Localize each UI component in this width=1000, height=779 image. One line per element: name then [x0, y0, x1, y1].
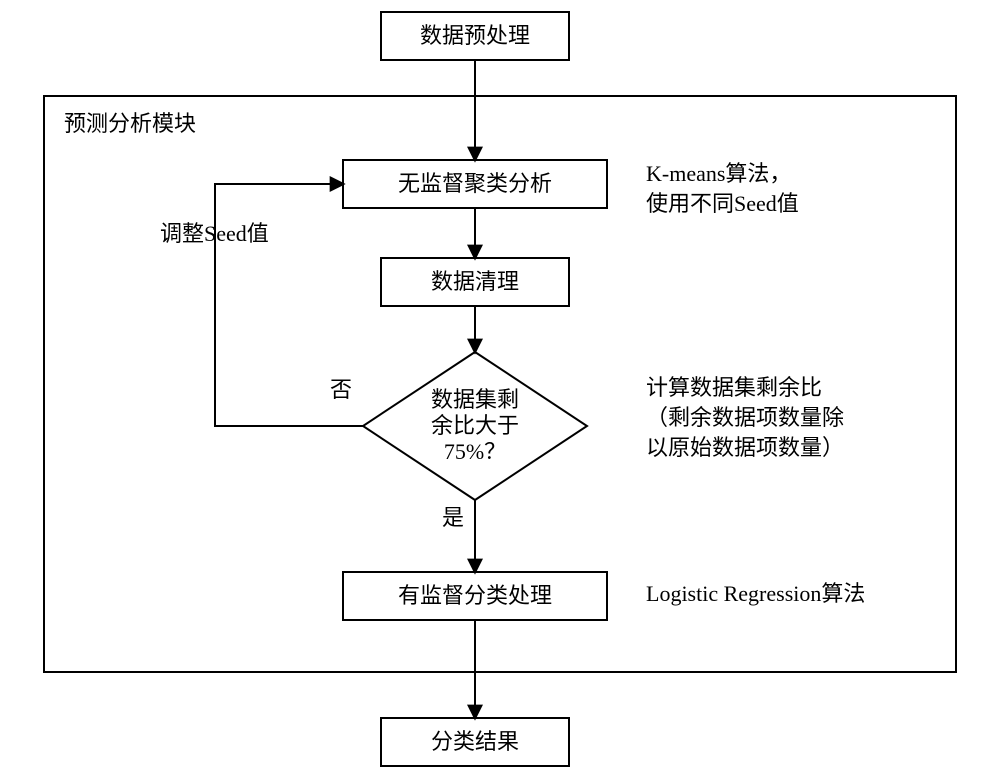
node-result: 分类结果	[381, 718, 569, 766]
module-label: 预测分析模块	[64, 111, 196, 136]
node-decision: 数据集剩余比大于75%？	[363, 352, 587, 500]
annotation-calc1: 计算数据集剩余比	[646, 375, 822, 400]
node-label: 分类结果	[431, 729, 519, 754]
annotation-seed: 调整Seed值	[160, 221, 269, 246]
annotation-calc3: 以原始数据项数量）	[646, 435, 844, 460]
node-label: 数据清理	[431, 269, 519, 294]
annotation-kmeans1: K-means算法，	[646, 161, 791, 186]
node-label: 无监督聚类分析	[398, 171, 552, 196]
node-label-line: 余比大于	[431, 413, 519, 438]
node-preprocess: 数据预处理	[381, 12, 569, 60]
annotation-yes: 是	[442, 505, 464, 530]
node-label: 有监督分类处理	[398, 583, 552, 608]
annotation-calc2: （剩余数据项数量除	[646, 405, 844, 430]
node-cluster: 无监督聚类分析	[343, 160, 607, 208]
annotation-logreg: Logistic Regression算法	[646, 581, 865, 606]
flowchart-canvas: 预测分析模块 数据预处理无监督聚类分析数据清理数据集剩余比大于75%？ 有监督分类…	[0, 0, 1000, 779]
node-label-line: 75%？	[444, 439, 506, 464]
annotation-no: 否	[330, 377, 352, 402]
node-label-line: 数据集剩	[431, 387, 519, 412]
annotation-kmeans2: 使用不同Seed值	[646, 191, 799, 216]
node-label: 数据预处理	[420, 23, 530, 48]
node-clean: 数据清理	[381, 258, 569, 306]
node-supervised: 有监督分类处理	[343, 572, 607, 620]
